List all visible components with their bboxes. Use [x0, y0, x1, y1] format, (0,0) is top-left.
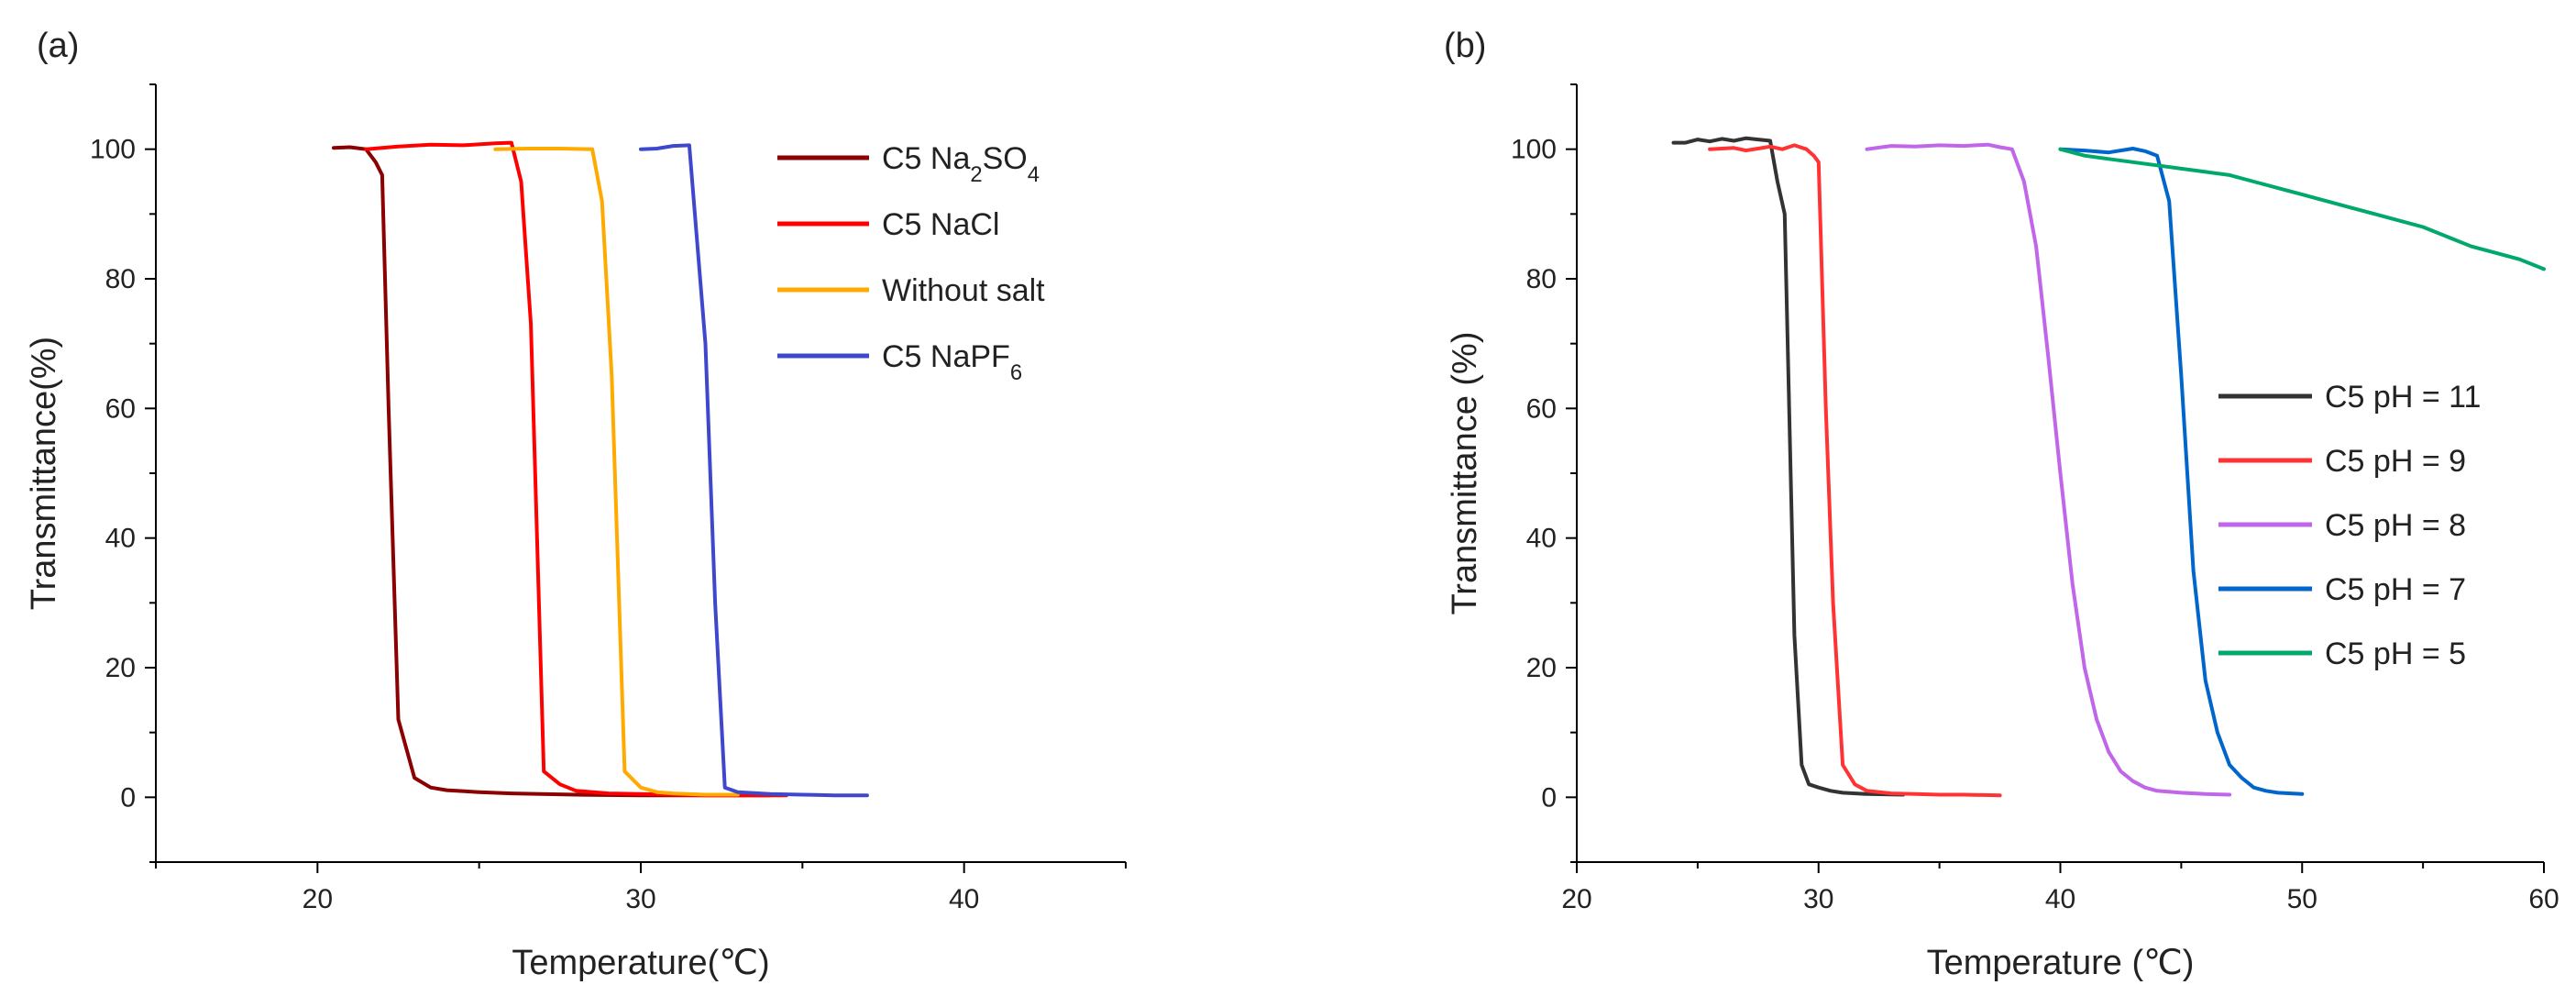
series-line-5: [2058, 147, 2546, 271]
x-tick-label: 30: [1803, 884, 1833, 914]
legend-label-3: C5 pH = 8: [2325, 508, 2466, 543]
series-line-1: [1671, 136, 1906, 797]
legend-label-4: C5 NaPF6: [882, 339, 1022, 385]
y-tick-label: 20: [1526, 653, 1557, 683]
legend-label-2: C5 pH = 9: [2325, 444, 2466, 479]
y-tick-label: 60: [1526, 393, 1557, 424]
y-tick-label: 100: [1511, 135, 1557, 165]
x-tick-label: 20: [1561, 884, 1591, 914]
y-tick-label: 0: [120, 782, 136, 813]
series-line-1: [332, 145, 773, 798]
y-axis-title: Transmittance(%): [25, 337, 63, 610]
series-line-2: [1708, 143, 2002, 798]
series-line-3: [493, 147, 740, 797]
x-tick-label: 50: [2287, 884, 2317, 914]
y-tick-label: 100: [90, 135, 136, 165]
y-tick-label: 20: [105, 653, 136, 683]
y-tick-label: 40: [1526, 524, 1557, 554]
series-line-4: [2058, 147, 2305, 796]
x-tick-label: 30: [625, 884, 655, 914]
x-tick-label: 40: [2045, 884, 2075, 914]
y-tick-label: 60: [105, 393, 136, 424]
legend-label-5: C5 pH = 5: [2325, 636, 2466, 671]
legend-label-1: C5 Na2SO4: [882, 141, 1040, 187]
x-axis-title: Temperature(℃): [512, 944, 769, 982]
y-tick-label: 0: [1541, 782, 1557, 813]
y-tick-label: 80: [1526, 264, 1557, 294]
y-tick-label: 80: [105, 264, 136, 294]
panel-b-chart: (b) 20 30 40 50 60 0 20 40 60 80 100 Temperature (℃)…: [1444, 27, 2559, 982]
legend-label-2: C5 NaCl: [882, 207, 999, 242]
panel-a-chart: (a) 20 30 40 0 20 40 60 80 100 Temperature(℃) Trans…: [25, 27, 1127, 982]
x-tick-label: 20: [303, 884, 333, 914]
legend-label-1: C5 pH = 11: [2325, 380, 2481, 415]
y-tick-label: 40: [105, 524, 136, 554]
x-axis-title: Temperature (℃): [1927, 944, 2195, 982]
legend-label-3: Without salt: [882, 273, 1045, 308]
series-line-3: [1865, 142, 2232, 797]
legend-label-4: C5 pH = 7: [2325, 572, 2466, 607]
x-tick-label: 40: [949, 884, 979, 914]
x-tick-label: 60: [2528, 884, 2559, 914]
panel-label: (a): [37, 27, 79, 65]
y-axis-title: Transmittance (%): [1446, 332, 1484, 615]
panel-label: (b): [1444, 27, 1486, 65]
series-line-4: [639, 143, 869, 798]
series-line-2: [364, 140, 788, 798]
